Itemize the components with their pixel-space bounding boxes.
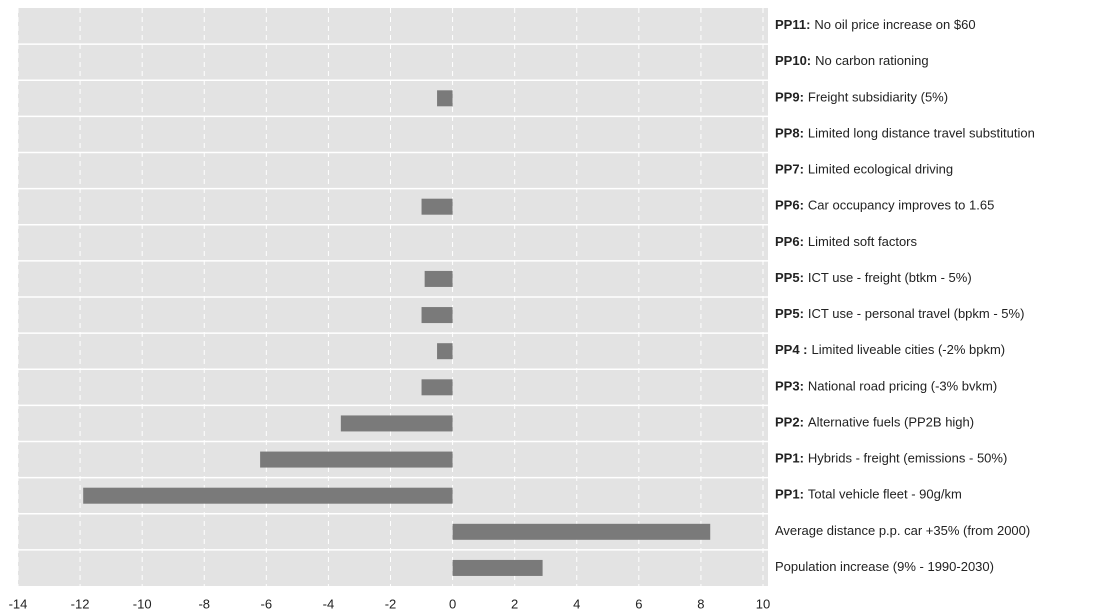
x-tick-label: -6 [261, 596, 273, 611]
category-label: PP5: ICT use - freight (btkm - 5%) [775, 270, 972, 285]
category-text: Average distance p.p. car +35% (from 200… [775, 523, 1030, 538]
x-tick-label: -14 [9, 596, 28, 611]
category-text: ICT use - freight (btkm - 5%) [808, 270, 972, 285]
category-text: ICT use - personal travel (bpkm - 5%) [808, 307, 1025, 322]
category-code: PP6: [775, 198, 804, 213]
x-tick-label: -8 [198, 596, 210, 611]
category-label: PP2: Alternative fuels (PP2B high) [775, 415, 974, 430]
category-code: PP9: [775, 90, 804, 105]
x-tick-label: 4 [573, 596, 580, 611]
category-label: Population increase (9% - 1990-2030) [775, 559, 994, 574]
category-text: Alternative fuels (PP2B high) [808, 415, 974, 430]
category-label: PP8: Limited long distance travel substit… [775, 126, 1035, 141]
category-label: PP11: No oil price increase on $60 [775, 18, 976, 33]
x-tick-label: -12 [71, 596, 90, 611]
bar [424, 270, 453, 287]
category-text: Limited liveable cities (-2% bpkm) [812, 343, 1006, 358]
category-label: PP10: No carbon rationing [775, 54, 929, 69]
category-label: PP1: Total vehicle fleet - 90g/km [775, 487, 962, 502]
category-text: Limited ecological driving [808, 162, 953, 177]
bar [260, 451, 453, 468]
category-code: PP10: [775, 54, 811, 69]
category-code: PP11: [775, 18, 810, 33]
category-code: PP7: [775, 162, 804, 177]
bar [340, 415, 453, 432]
category-text: Limited soft factors [808, 234, 918, 249]
bar [421, 379, 453, 396]
x-tick-label: 6 [635, 596, 642, 611]
bar [421, 198, 453, 215]
bar [437, 90, 453, 107]
category-text: Limited long distance travel substitutio… [808, 126, 1035, 141]
category-text: Freight subsidiarity (5%) [808, 90, 948, 105]
bar [452, 523, 711, 540]
category-text: Population increase (9% - 1990-2030) [775, 559, 994, 574]
bar [452, 559, 543, 576]
category-label: PP3: National road pricing (-3% bvkm) [775, 379, 997, 394]
bar [437, 343, 453, 360]
category-code: PP3: [775, 379, 804, 394]
category-code: PP6: [775, 234, 804, 249]
category-code: PP4 : [775, 343, 808, 358]
category-label: PP7: Limited ecological driving [775, 162, 953, 177]
category-code: PP8: [775, 126, 804, 141]
x-tick-label: 0 [449, 596, 456, 611]
category-code: PP2: [775, 415, 804, 430]
category-label: PP9: Freight subsidiarity (5%) [775, 90, 948, 105]
category-label: PP5: ICT use - personal travel (bpkm - 5%… [775, 307, 1024, 322]
category-text: Total vehicle fleet - 90g/km [808, 487, 962, 502]
category-code: PP1: [775, 487, 804, 502]
bar [421, 307, 453, 324]
category-label: PP6: Limited soft factors [775, 234, 918, 249]
category-text: No oil price increase on $60 [814, 18, 975, 33]
x-tick-label: 8 [697, 596, 704, 611]
x-tick-label: -4 [323, 596, 335, 611]
category-text: Hybrids - freight (emissions - 50%) [808, 451, 1007, 466]
category-code: PP5: [775, 270, 804, 285]
x-tick-label: -2 [385, 596, 397, 611]
category-text: Car occupancy improves to 1.65 [808, 198, 994, 213]
category-code: PP1: [775, 451, 804, 466]
x-tick-label: -10 [133, 596, 152, 611]
category-label: Average distance p.p. car +35% (from 200… [775, 523, 1030, 538]
category-label: PP4 : Limited liveable cities (-2% bpkm) [775, 343, 1005, 358]
category-label: PP6: Car occupancy improves to 1.65 [775, 198, 994, 213]
category-text: No carbon rationing [815, 54, 928, 69]
category-text: National road pricing (-3% bvkm) [808, 379, 997, 394]
category-label: PP1: Hybrids - freight (emissions - 50%) [775, 451, 1007, 466]
x-tick-label: 2 [511, 596, 518, 611]
x-tick-label: 10 [756, 596, 770, 611]
category-code: PP5: [775, 307, 804, 322]
bar [83, 487, 453, 504]
